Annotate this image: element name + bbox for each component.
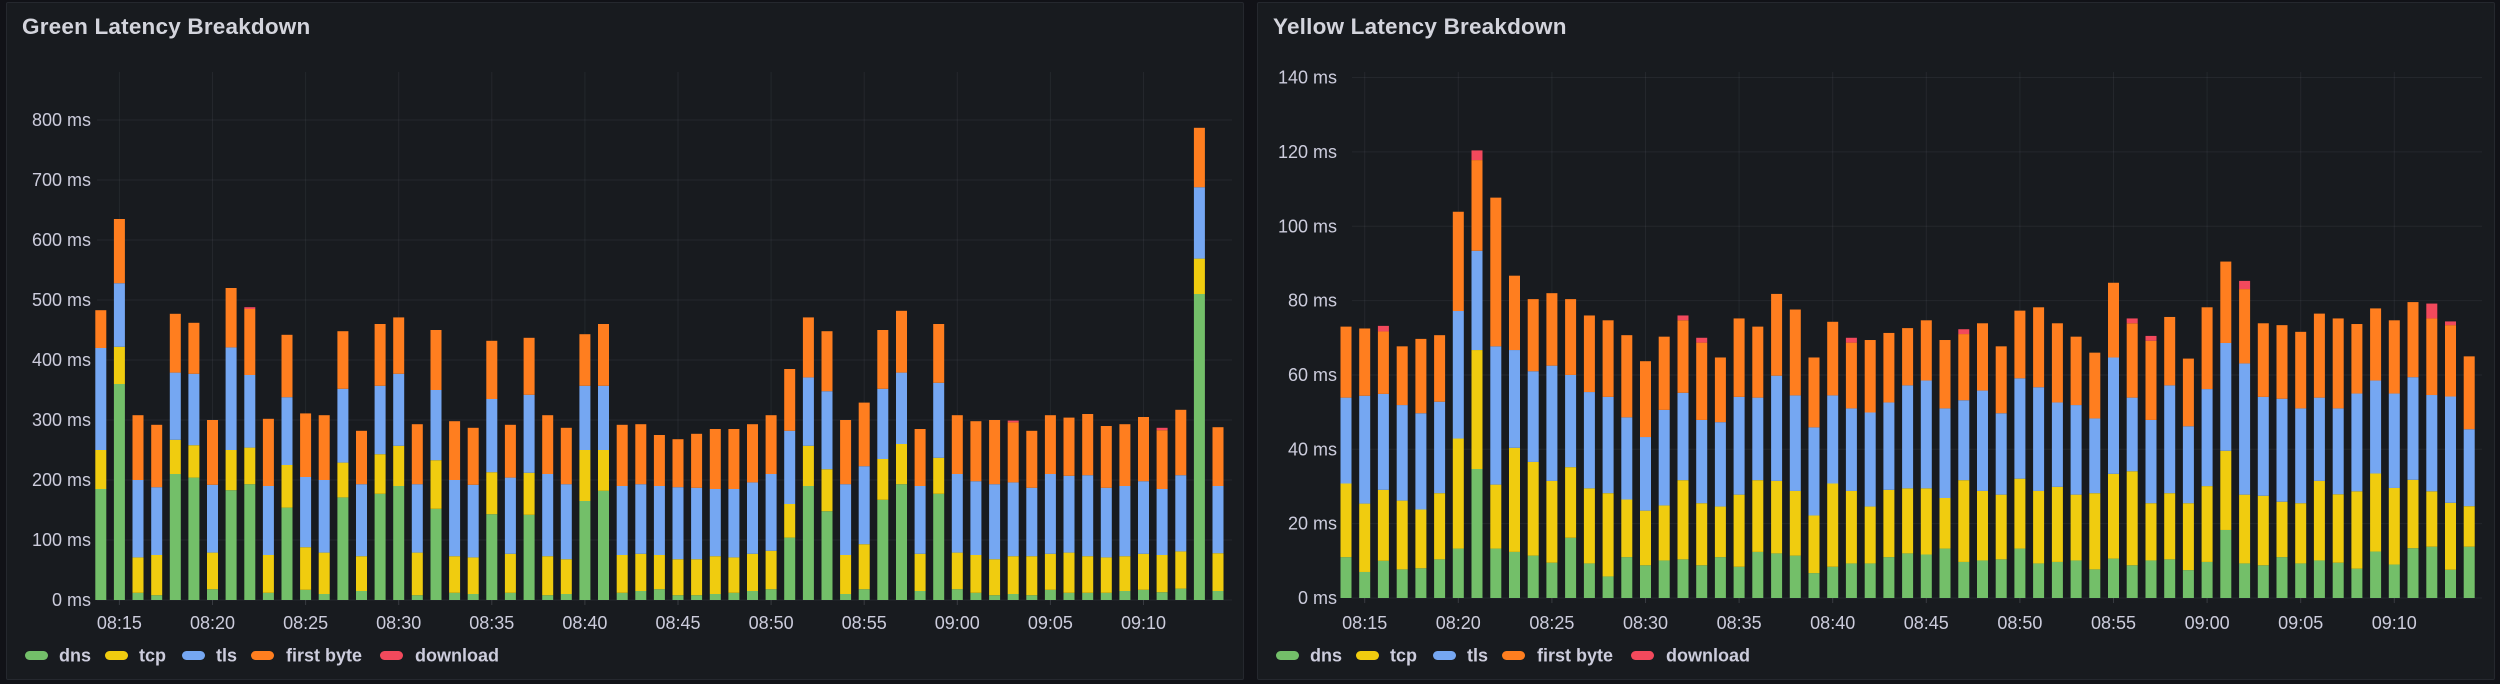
svg-text:08:40: 08:40 [1810, 613, 1855, 633]
svg-text:140 ms: 140 ms [1278, 68, 1337, 88]
svg-text:60 ms: 60 ms [1288, 365, 1337, 385]
svg-text:08:25: 08:25 [1529, 613, 1574, 633]
svg-text:08:15: 08:15 [97, 613, 142, 633]
svg-text:700 ms: 700 ms [32, 170, 91, 190]
svg-text:400 ms: 400 ms [32, 350, 91, 370]
svg-text:100 ms: 100 ms [32, 530, 91, 550]
svg-text:100 ms: 100 ms [1278, 216, 1337, 236]
svg-text:tls: tls [216, 646, 237, 666]
svg-text:tcp: tcp [1390, 646, 1417, 666]
svg-text:08:20: 08:20 [1436, 613, 1481, 633]
svg-text:08:50: 08:50 [1997, 613, 2042, 633]
svg-text:09:10: 09:10 [2372, 613, 2417, 633]
svg-text:08:55: 08:55 [2091, 613, 2136, 633]
svg-text:08:50: 08:50 [749, 613, 794, 633]
svg-text:120 ms: 120 ms [1278, 142, 1337, 162]
svg-text:08:55: 08:55 [842, 613, 887, 633]
svg-text:08:35: 08:35 [1717, 613, 1762, 633]
svg-text:tcp: tcp [139, 646, 166, 666]
svg-text:08:30: 08:30 [376, 613, 421, 633]
svg-text:08:30: 08:30 [1623, 613, 1668, 633]
svg-text:dns: dns [59, 646, 91, 666]
svg-text:600 ms: 600 ms [32, 230, 91, 250]
svg-text:08:20: 08:20 [190, 613, 235, 633]
svg-text:40 ms: 40 ms [1288, 439, 1337, 459]
svg-text:80 ms: 80 ms [1288, 291, 1337, 311]
svg-text:500 ms: 500 ms [32, 290, 91, 310]
svg-text:0 ms: 0 ms [52, 590, 91, 610]
svg-text:08:45: 08:45 [1904, 613, 1949, 633]
svg-text:20 ms: 20 ms [1288, 514, 1337, 534]
svg-text:09:00: 09:00 [2185, 613, 2230, 633]
svg-text:09:05: 09:05 [2278, 613, 2323, 633]
svg-text:first byte: first byte [1537, 646, 1613, 666]
svg-text:first byte: first byte [286, 646, 362, 666]
svg-text:08:15: 08:15 [1342, 613, 1387, 633]
svg-text:dns: dns [1310, 646, 1342, 666]
svg-text:download: download [1666, 646, 1750, 666]
svg-text:0 ms: 0 ms [1298, 588, 1337, 608]
svg-text:08:40: 08:40 [562, 613, 607, 633]
svg-text:08:45: 08:45 [655, 613, 700, 633]
svg-text:800 ms: 800 ms [32, 110, 91, 130]
svg-text:09:05: 09:05 [1028, 613, 1073, 633]
svg-text:300 ms: 300 ms [32, 410, 91, 430]
svg-text:tls: tls [1467, 646, 1488, 666]
svg-text:download: download [415, 646, 499, 666]
svg-text:09:10: 09:10 [1121, 613, 1166, 633]
svg-text:200 ms: 200 ms [32, 470, 91, 490]
svg-text:09:00: 09:00 [935, 613, 980, 633]
svg-text:08:25: 08:25 [283, 613, 328, 633]
svg-text:08:35: 08:35 [469, 613, 514, 633]
